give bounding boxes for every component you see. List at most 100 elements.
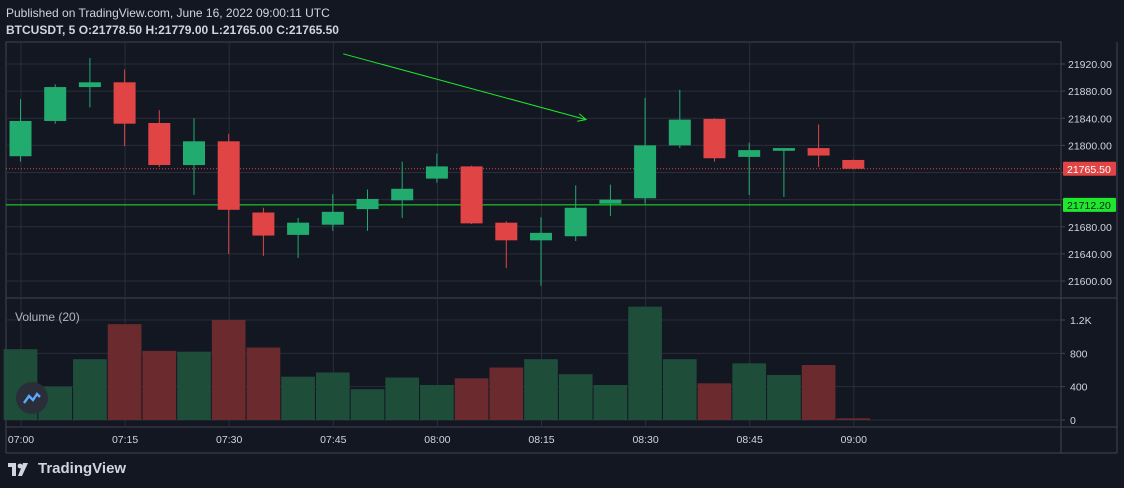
volume-bar <box>836 418 871 420</box>
candle-body <box>44 87 67 121</box>
tradingview-logo-icon <box>8 462 28 476</box>
vol-tick-label: 0 <box>1070 415 1076 427</box>
volume-bar <box>628 306 662 420</box>
candle <box>356 189 379 231</box>
price-tick-label: 21640.00 <box>1068 249 1112 261</box>
volume-bar <box>246 347 281 420</box>
price-pane-frame <box>5 41 1062 299</box>
candle <box>460 165 483 225</box>
high-value: 21779.00 <box>158 23 209 37</box>
candle <box>842 159 865 170</box>
price-tick-label: 21920.00 <box>1068 59 1112 71</box>
vol-tick-label: 400 <box>1070 382 1088 394</box>
volume-bar <box>697 383 732 420</box>
candle-body <box>217 141 240 210</box>
candle-body <box>356 198 379 210</box>
tradingview-badge-icon <box>23 392 41 404</box>
time-tick-label: 08:00 <box>424 434 450 446</box>
volume-bar <box>142 350 177 420</box>
candle-body <box>113 82 136 124</box>
candle-body <box>425 166 448 179</box>
candle <box>425 153 448 183</box>
volume-bar <box>801 365 836 420</box>
close-value: 21765.50 <box>288 23 339 37</box>
brand-name: TradingView <box>38 460 127 477</box>
tradingview-badge[interactable] <box>16 382 48 414</box>
volume-bar <box>732 363 767 420</box>
volume-bar <box>385 377 420 420</box>
candle-body <box>252 212 275 236</box>
low-value: 21765.00 <box>222 23 273 37</box>
volume-bar <box>315 372 350 420</box>
candle <box>183 118 205 195</box>
candle <box>217 133 240 254</box>
candle-body <box>842 159 865 169</box>
price-tick-label: 21800.00 <box>1068 140 1112 152</box>
price-tick-label: 21600.00 <box>1068 276 1112 288</box>
current-price-badge: 21765.50 <box>1067 164 1111 176</box>
candle <box>9 99 32 162</box>
price-tick-label: 21840.00 <box>1068 113 1112 125</box>
published-note: Published on TradingView.com, June 16, 2… <box>6 6 330 20</box>
horizontal-line-badge-bg <box>1063 197 1116 212</box>
volume-bar <box>420 385 454 420</box>
volume-bar <box>454 378 489 420</box>
volume-bar <box>211 320 246 420</box>
time-tick-label: 08:45 <box>737 434 763 446</box>
price-tick-label: 21680.00 <box>1068 222 1112 234</box>
candle <box>530 217 552 286</box>
volume-bar <box>662 359 697 420</box>
time-tick-label: 08:30 <box>632 434 658 446</box>
volume-bar <box>593 385 628 420</box>
candle-body <box>460 166 483 224</box>
candle-body <box>183 141 205 166</box>
horizontal-line-badge: 21712.20 <box>1067 200 1111 212</box>
candle <box>44 84 67 124</box>
candle-body <box>807 148 830 156</box>
close-label: C: <box>276 23 289 37</box>
volume-bar <box>73 359 107 420</box>
vol-tick-label: 1.2K <box>1070 315 1092 327</box>
current-price-badge-bg <box>1063 161 1116 176</box>
candle-body <box>599 199 622 204</box>
candle-body <box>78 82 101 88</box>
volume-bar <box>350 389 385 420</box>
candle <box>252 207 275 256</box>
candle-body <box>287 222 310 235</box>
candle <box>391 161 414 218</box>
candle-body <box>148 122 171 166</box>
low-label: L: <box>211 23 223 37</box>
time-tick-label: 07:00 <box>8 434 34 446</box>
volume-bar <box>489 367 524 420</box>
candles <box>9 57 865 286</box>
volume-bars <box>3 306 871 420</box>
candle-body <box>668 119 691 146</box>
candle <box>287 217 310 258</box>
open-value: 21778.50 <box>92 23 143 37</box>
ohlc-legend: BTCUSDT, 5 O:21778.50 H:21779.00 L:21765… <box>6 23 339 37</box>
symbol-label: BTCUSDT, 5 <box>6 23 76 37</box>
vol-tick-label: 800 <box>1070 348 1088 360</box>
time-tick-label: 07:15 <box>112 434 138 446</box>
price-tick-label: 21880.00 <box>1068 86 1112 98</box>
candle-body <box>495 222 518 241</box>
high-label: H: <box>145 23 159 37</box>
candle-body <box>564 207 587 237</box>
candle <box>807 124 830 168</box>
candle <box>772 148 795 197</box>
candle-body <box>530 232 552 241</box>
candle-body <box>772 148 795 151</box>
candle-body <box>738 150 761 157</box>
time-tick-label: 07:30 <box>216 434 242 446</box>
time-tick-label: 09:00 <box>841 434 867 446</box>
trend-arrow-head <box>577 113 588 122</box>
candle <box>148 110 171 168</box>
candle <box>78 57 101 108</box>
volume-indicator-label[interactable]: Volume (20) <box>15 310 80 324</box>
candle <box>599 184 622 216</box>
candle <box>495 221 518 269</box>
candle <box>738 142 761 195</box>
candle <box>634 97 657 204</box>
candle <box>321 194 344 231</box>
